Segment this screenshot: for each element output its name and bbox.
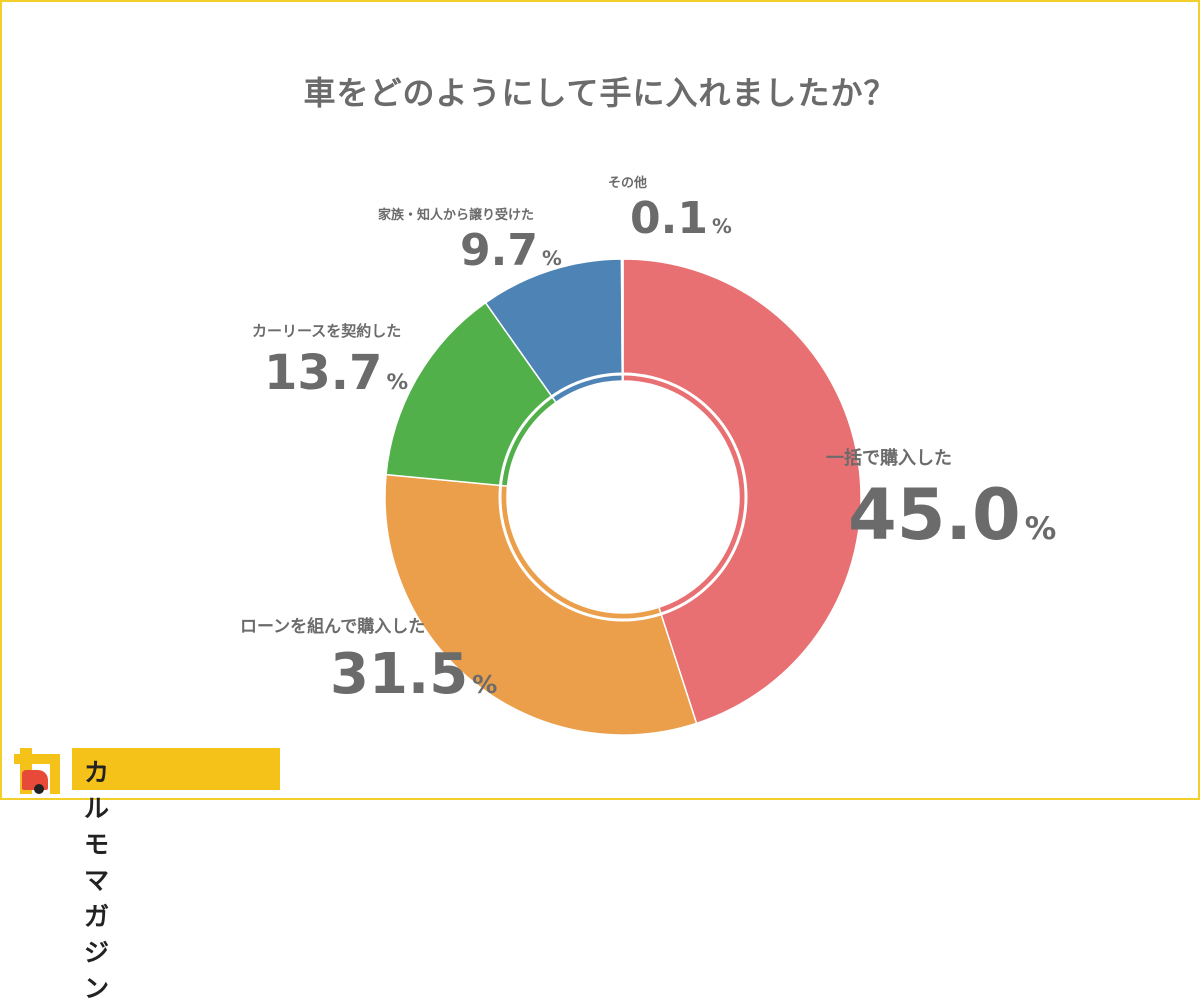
donut-slice-0: [622, 258, 862, 725]
category-label: ローンを組んで購入した: [240, 617, 426, 637]
category-label: その他: [608, 176, 648, 191]
image-frame: [0, 0, 1200, 800]
label-family: 家族・知人から譲り受けた 9.7%: [378, 204, 562, 273]
value-label: 9.7%: [460, 225, 562, 276]
logo-wordmark-box: [72, 748, 280, 790]
category-label: 家族・知人から譲り受けた: [378, 208, 535, 223]
logo-icon: [14, 748, 60, 794]
label-lump-sum: 一括で購入した 45.0%: [826, 444, 1056, 550]
value-label: 0.1%: [630, 193, 732, 244]
value-label: 13.7%: [264, 345, 409, 401]
category-label: カーリースを契約した: [252, 322, 402, 340]
category-label: 一括で購入した: [826, 448, 952, 469]
logo-text: カルモマガジン: [84, 758, 111, 1003]
donut-chart: [384, 258, 862, 736]
value-label: 31.5%: [330, 642, 498, 707]
donut-slice-4: [620, 258, 624, 382]
inner-ring-gap: [498, 372, 748, 622]
label-other: その他 0.1%: [608, 172, 732, 241]
chart-title: 車をどのようにして手に入れましたか？: [303, 74, 897, 112]
donut-slice-1: [384, 473, 698, 736]
value-label: 45.0%: [848, 474, 1057, 556]
label-loan: ローンを組んで購入した 31.5%: [240, 612, 497, 703]
label-lease: カーリースを契約した 13.7%: [252, 320, 408, 397]
